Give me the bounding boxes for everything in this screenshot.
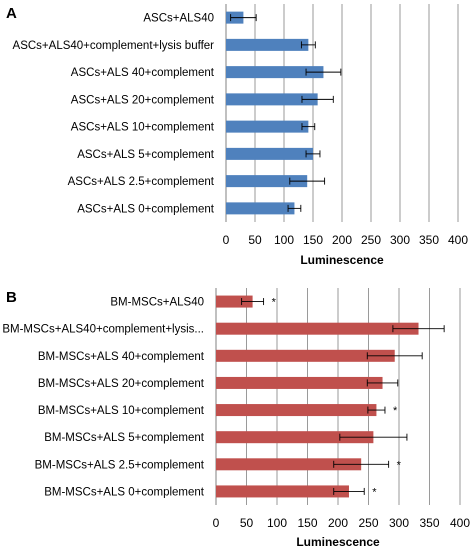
x-tick-label: 250 [358, 516, 378, 530]
x-tick-label: 50 [240, 516, 254, 530]
panel-letter: A [6, 5, 17, 22]
x-tick-label: 0 [213, 516, 220, 530]
x-axis-title: Luminescence [296, 535, 380, 549]
category-label: BM-MSCs+ALS 2.5+complement [35, 459, 205, 471]
bar [226, 120, 309, 133]
bar [216, 485, 349, 498]
bar [226, 175, 308, 188]
category-label: BM-MSCs+ALS 5+complement [44, 432, 205, 444]
category-label: ASCs+ALS40 [143, 13, 214, 25]
x-tick-label: 250 [361, 233, 381, 247]
x-tick-label: 50 [248, 233, 262, 247]
category-label: ASCs+ALS 10+complement [71, 122, 215, 134]
x-tick-label: 400 [450, 516, 470, 530]
significance-marker: * [393, 405, 398, 417]
category-label: BM-MSCs+ALS 0+complement [44, 486, 205, 498]
category-label: ASCs+ALS40+complement+lysis buffer [13, 40, 215, 52]
category-label: BM-MSCs+ALS 10+complement [38, 405, 205, 417]
bar [216, 376, 383, 389]
panel-b: B 0 50 100 150 200 250 300 350 400 * BM-MSCs+ALS40 B… [2, 288, 470, 549]
bar [226, 147, 313, 160]
x-tick-label: 150 [303, 233, 323, 247]
x-tick-label: 150 [297, 516, 317, 530]
significance-marker: * [272, 297, 277, 309]
panel-letter: B [6, 289, 17, 306]
x-tick-label: 200 [332, 233, 352, 247]
category-label: ASCs+ALS 40+complement [71, 67, 215, 79]
bar [216, 458, 362, 471]
category-label: ASCs+ALS 2.5+complement [68, 176, 215, 188]
category-label: BM-MSCs+ALS 20+complement [38, 378, 205, 390]
significance-marker: * [397, 459, 402, 471]
bar [226, 93, 318, 106]
x-tick-label: 300 [389, 516, 409, 530]
category-label: BM-MSCs+ALS40 [110, 297, 204, 309]
bar [216, 349, 395, 362]
x-tick-label: 350 [419, 516, 439, 530]
bar [216, 404, 377, 417]
x-tick-label: 400 [448, 233, 468, 247]
bar [226, 66, 324, 79]
bar [226, 38, 309, 51]
bar [216, 431, 374, 444]
x-tick-label: 350 [419, 233, 439, 247]
category-label: BM-MSCs+ALS40+complement+lysis... [2, 324, 204, 336]
x-tick-label: 100 [274, 233, 294, 247]
bar [216, 322, 419, 335]
category-label: ASCs+ALS 20+complement [71, 94, 215, 106]
category-label: ASCs+ALS 0+complement [77, 203, 215, 215]
x-tick-label: 300 [390, 233, 410, 247]
panel-a: A 0 50 100 150 200 250 300 350 400 ASCs+ALS40 ASCs+… [6, 4, 468, 267]
bar [226, 202, 295, 215]
x-axis-title: Luminescence [300, 253, 384, 267]
category-label: BM-MSCs+ALS 40+complement [38, 351, 205, 363]
x-tick-label: 100 [267, 516, 287, 530]
x-tick-label: 0 [223, 233, 230, 247]
bar [216, 295, 253, 308]
x-tick-label: 200 [328, 516, 348, 530]
significance-marker: * [372, 486, 377, 498]
category-label: ASCs+ALS 5+complement [77, 149, 215, 161]
